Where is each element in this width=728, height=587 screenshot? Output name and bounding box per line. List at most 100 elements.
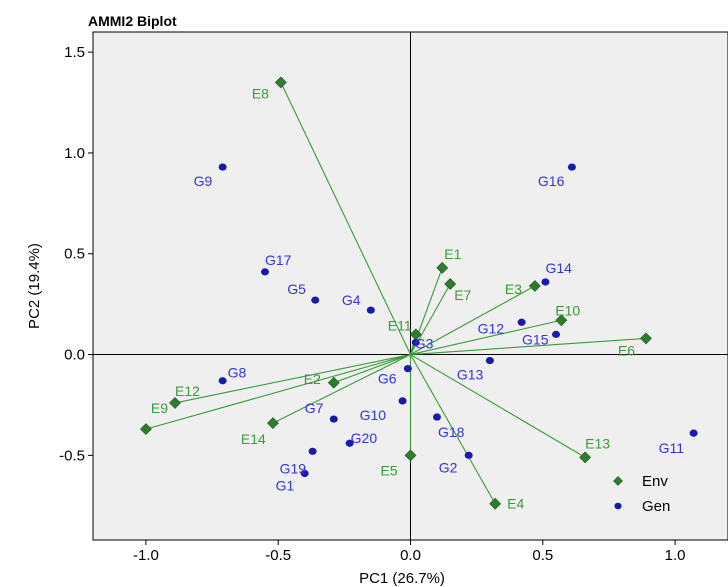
env-point-e4 — [489, 497, 502, 510]
gen-label-g9: G9 — [194, 173, 213, 189]
env-vector-e10 — [410, 319, 562, 356]
x-axis-ticks: -1.0 -0.5 0.0 0.5 1.0 — [133, 540, 686, 564]
env-label-e13: E13 — [585, 435, 610, 451]
x-axis-label: PC1 (26.7%) — [359, 570, 445, 587]
data-points — [139, 76, 698, 510]
gen-label-g16: G16 — [538, 173, 565, 189]
y-tick-label: 0.5 — [64, 246, 85, 263]
gen-label-g12: G12 — [478, 320, 505, 336]
gen-label-g8: G8 — [228, 365, 247, 381]
env-label-e1: E1 — [444, 246, 461, 262]
gen-point-g12 — [517, 318, 526, 326]
gen-label-g7: G7 — [305, 400, 324, 416]
gen-point-g19 — [308, 447, 317, 455]
y-axis-label: PC2 (19.4%) — [26, 243, 43, 329]
env-point-e1 — [436, 261, 449, 274]
legend: Env Gen — [613, 473, 670, 515]
legend-gen-marker — [614, 502, 622, 510]
env-vector-e13 — [410, 354, 586, 458]
gen-point-g1 — [300, 469, 309, 478]
legend-env-marker — [613, 476, 623, 486]
env-point-e8 — [274, 76, 287, 89]
env-label-e12: E12 — [175, 383, 200, 399]
env-vector-e12 — [174, 354, 411, 404]
x-tick-label: 0.5 — [532, 547, 553, 564]
gen-label-g18: G18 — [438, 424, 465, 440]
gen-label-g10: G10 — [360, 407, 387, 423]
env-label-e11: E11 — [388, 317, 412, 333]
gen-point-g3 — [411, 338, 420, 347]
env-label-e3: E3 — [505, 281, 522, 297]
chart-title: AMMI2 Biplot — [88, 13, 177, 29]
gen-label-g17: G17 — [265, 252, 292, 268]
gen-label-g19: G19 — [280, 460, 307, 476]
gen-point-g8 — [218, 377, 227, 385]
gen-label-g11: G11 — [659, 440, 685, 456]
env-point-e9 — [139, 423, 152, 436]
gen-label-g5: G5 — [287, 281, 306, 297]
gen-label-g2: G2 — [439, 459, 458, 475]
env-label-e6: E6 — [618, 342, 635, 358]
y-axis-ticks: -0.5 0.0 0.5 1.0 1.5 — [59, 44, 93, 464]
env-label-e8: E8 — [252, 85, 269, 101]
env-point-e12 — [169, 396, 181, 409]
y-tick-label: -0.5 — [59, 447, 85, 464]
env-label-e9: E9 — [151, 400, 168, 416]
gen-point-g4 — [366, 306, 375, 314]
gen-point-g6 — [403, 365, 412, 373]
x-tick-label: -0.5 — [265, 547, 291, 564]
gen-label-g14: G14 — [545, 260, 572, 276]
env-point-e10 — [555, 314, 568, 327]
x-tick-label: 0.0 — [400, 547, 421, 564]
legend-label-gen: Gen — [642, 498, 670, 515]
gen-point-g9 — [218, 163, 227, 171]
env-label-e7: E7 — [454, 287, 471, 303]
gen-label-g20: G20 — [351, 430, 378, 446]
env-point-e14 — [266, 417, 279, 430]
gen-label-g1: G1 — [276, 477, 295, 493]
legend-label-env: Env — [642, 473, 668, 490]
env-label-e14: E14 — [241, 431, 266, 447]
gen-point-g11 — [689, 429, 698, 437]
env-label-e10: E10 — [555, 302, 580, 318]
gen-label-g3: G3 — [415, 335, 434, 351]
env-vector-e14 — [272, 354, 411, 424]
gen-point-g14 — [541, 278, 550, 286]
gen-point-g13 — [485, 356, 494, 365]
gen-point-g7 — [329, 415, 338, 423]
env-vector-e9 — [145, 354, 411, 430]
gen-point-g2 — [464, 451, 473, 459]
env-point-e2 — [327, 376, 340, 389]
gen-label-g15: G15 — [522, 331, 549, 347]
gen-point-g17 — [260, 268, 269, 276]
gen-label-g4: G4 — [342, 292, 361, 308]
gen-point-g20 — [345, 439, 354, 447]
x-tick-label: 1.0 — [665, 547, 686, 564]
gen-label-g13: G13 — [457, 367, 484, 383]
env-point-e5 — [404, 449, 417, 462]
x-tick-label: -1.0 — [133, 547, 159, 564]
env-vector-e4 — [410, 354, 496, 504]
env-point-e6 — [640, 332, 652, 345]
y-tick-label: 1.0 — [64, 145, 85, 162]
y-tick-label: 1.5 — [64, 44, 85, 61]
gen-point-g16 — [567, 163, 576, 171]
y-tick-label: 0.0 — [64, 347, 85, 364]
gen-label-g6: G6 — [378, 371, 397, 387]
env-vector-e8 — [280, 82, 411, 355]
env-label-e5: E5 — [381, 462, 398, 478]
point-labels: E1 E2 E3 E4 E5 E6 E7 E8 E9 E10 E11 E12 E13 E14 G1 G2 G3 G… — [151, 85, 684, 511]
gen-point-g10 — [398, 397, 407, 405]
gen-point-g15 — [552, 330, 561, 338]
gen-point-g18 — [432, 413, 441, 421]
env-point-e7 — [444, 278, 457, 290]
env-vector-e3 — [410, 285, 536, 356]
gen-point-g5 — [311, 296, 320, 304]
env-label-e2: E2 — [304, 371, 321, 387]
env-vector-e2 — [333, 354, 411, 384]
env-point-e13 — [579, 451, 592, 464]
env-point-e3 — [528, 280, 541, 292]
env-vector-e6 — [410, 337, 647, 356]
env-label-e4: E4 — [507, 496, 524, 512]
